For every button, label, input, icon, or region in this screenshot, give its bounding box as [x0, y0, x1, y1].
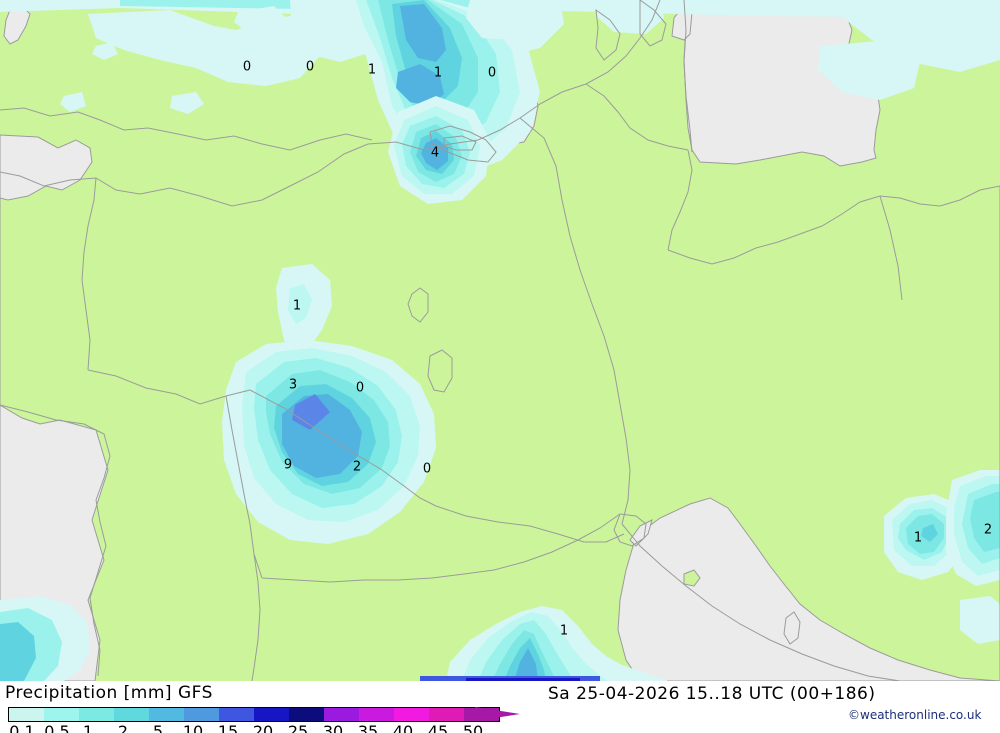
- colorbar-swatch-2: [114, 708, 149, 721]
- water-island-gulf: [683, 569, 701, 587]
- colorbar-tick-50: 50: [462, 722, 484, 733]
- water-med-main: [0, 163, 109, 681]
- precip-value-label: 2: [352, 459, 362, 475]
- water-mediterranean: [0, 134, 93, 201]
- colorbar-swatch-5: [149, 708, 184, 721]
- precipitation-colorbar: [8, 707, 500, 722]
- precip-nw2-01: [172, 30, 248, 72]
- colorbar-swatch-1: [79, 708, 114, 721]
- precip-small-left-b: [60, 92, 86, 112]
- precip-south-25: [466, 678, 580, 681]
- precip-central-15: [292, 394, 330, 430]
- water-lake-center-a: [407, 287, 429, 323]
- colorbar-swatch-0.5: [44, 708, 79, 721]
- precip-north-10a: [400, 4, 446, 62]
- coastlines: [0, 0, 693, 677]
- precip-ne3-01: [596, 0, 664, 34]
- precip-small-left-a: [92, 42, 118, 60]
- forecast-timestamp: Sa 25-04-2026 15..18 UTC (00+186): [548, 684, 876, 704]
- precip-sw-1: [0, 622, 36, 681]
- precip-topcenter-01: [466, 0, 530, 40]
- colorbar-tick-2: 2: [117, 722, 129, 733]
- precip-north-10b: [396, 64, 444, 106]
- precip-se3-01: [960, 596, 1000, 644]
- precip-value-label: 1: [913, 530, 923, 546]
- colorbar-tick-30: 30: [322, 722, 344, 733]
- colorbar-tick-labels: 0.1 0.5 1 2 5 10 15 20 25 30 35 40 45 50: [0, 722, 540, 733]
- precip-value-label: 3: [288, 377, 298, 393]
- colorbar-swatch-30: [324, 708, 359, 721]
- precip-mid1-05: [288, 284, 312, 324]
- colorbar-tick-0.1: 0.1: [9, 722, 35, 733]
- colorbar-tick-45: 45: [427, 722, 449, 733]
- water-persian-gulf: [617, 497, 1000, 681]
- colorbar-tick-1: 1: [82, 722, 94, 733]
- colorbar-swatch-35: [359, 708, 394, 721]
- precip-value-label: 1: [433, 65, 443, 81]
- precip-value-label: 0: [422, 461, 432, 477]
- precip-value-label: 1: [292, 298, 302, 314]
- map-footer: Precipitation [mm] GFS Sa 25-04-2026 15.…: [0, 681, 1000, 733]
- colorbar-swatch-25: [289, 708, 324, 721]
- precip-value-label: 9: [283, 457, 293, 473]
- precip-value-label: 0: [242, 59, 252, 75]
- precip-mid-right-01: [818, 40, 920, 100]
- precip-value-label: 0: [355, 380, 365, 396]
- precip-value-label: 0: [305, 59, 315, 75]
- precip-south-10: [514, 648, 538, 681]
- country-borders: [0, 0, 1000, 681]
- colorbar-tick-40: 40: [392, 722, 414, 733]
- precip-value-label: 2: [983, 522, 993, 538]
- precip-se1-5: [921, 524, 938, 542]
- colorbar-swatch-10: [184, 708, 219, 721]
- colorbar-tick-25: 25: [287, 722, 309, 733]
- colorbar-swatch-0.1: [9, 708, 44, 721]
- precip-value-label: 4: [430, 145, 440, 161]
- precip-value-label: 1: [367, 62, 377, 78]
- colorbar-tick-15: 15: [217, 722, 239, 733]
- colorbar-tick-20: 20: [252, 722, 274, 733]
- colorbar-tick-0.5: 0.5: [44, 722, 70, 733]
- colorbar-overflow-arrow: [475, 707, 520, 721]
- precip-ne2-01: [840, 0, 1000, 72]
- colorbar-swatch-20: [254, 708, 289, 721]
- colorbar-swatch-40: [394, 708, 429, 721]
- precip-value-label: 1: [559, 623, 569, 639]
- colorbar-tick-35: 35: [357, 722, 379, 733]
- precip-value-label: 0: [487, 65, 497, 81]
- colorbar-swatch-15: [219, 708, 254, 721]
- precipitation-map[interactable]: 0 0 1 1 0 4 1 3 0 9 2 0 1 1 2: [0, 0, 1000, 681]
- water-lake-center-b: [427, 349, 453, 393]
- legend-title: Precipitation [mm] GFS: [5, 683, 213, 703]
- precip-small-left-d: [234, 6, 288, 34]
- precip-small-left-c: [170, 92, 204, 114]
- colorbar-tick-10: 10: [182, 722, 204, 733]
- precip-se2-2: [970, 492, 1000, 552]
- map-canvas: [0, 0, 1000, 681]
- copyright-notice: ©weatheronline.co.uk: [848, 708, 982, 722]
- colorbar-swatch-45: [429, 708, 464, 721]
- colorbar-tick-5: 5: [152, 722, 164, 733]
- water-gulf-head: [629, 519, 653, 547]
